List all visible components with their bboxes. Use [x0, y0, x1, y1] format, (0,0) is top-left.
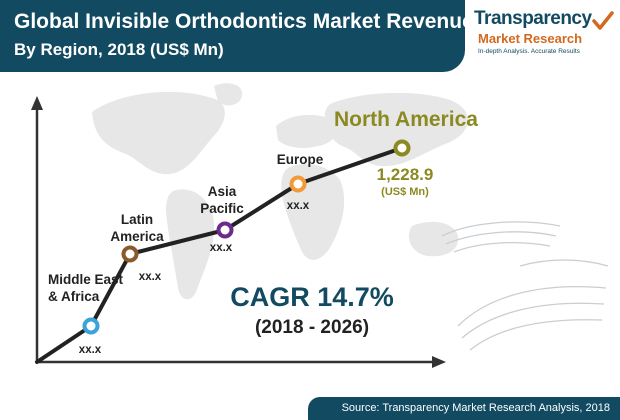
logo-name-line1: Transparency	[474, 8, 592, 29]
y-axis-arrowhead	[31, 96, 43, 110]
value-unit-north-america: (US$ Mn)	[381, 186, 429, 198]
value-middle-east-africa: xx.x	[78, 344, 102, 356]
value-europe: xx.x	[286, 200, 310, 212]
value-latin-america: xx.x	[138, 271, 162, 283]
source-footer: Source: Transparency Market Research Ana…	[308, 397, 620, 420]
series-markers	[82, 139, 411, 335]
x-axis-arrowhead	[432, 356, 446, 368]
value-north-america: 1,228.9	[376, 165, 434, 184]
label-latin-america: Latin America	[110, 212, 164, 244]
value-asia-pacific: xx.x	[209, 242, 233, 254]
marker-middle-east-africa	[82, 317, 100, 335]
chart-subtitle: By Region, 2018 (US$ Mn)	[14, 40, 224, 59]
marker-latin-america	[121, 245, 139, 263]
checkmark-icon	[592, 11, 614, 30]
series-line	[35, 146, 404, 364]
chart-axes	[31, 96, 446, 368]
label-middle-east-africa: Middle East & Africa	[48, 272, 124, 304]
aligner-illustration	[441, 221, 609, 351]
label-north-america: North America	[334, 108, 478, 131]
marker-asia-pacific	[216, 221, 234, 239]
marker-europe	[289, 175, 307, 193]
label-asia-pacific: Asia Pacific	[200, 184, 244, 216]
company-logo: Transparency Market Research In-depth An…	[474, 8, 616, 66]
logo-name-line2: Market Research	[478, 31, 583, 46]
cagr-period-annotation: (2018 - 2026)	[254, 317, 370, 338]
source-text: Source: Transparency Market Research Ana…	[341, 402, 610, 414]
label-europe: Europe	[276, 152, 324, 167]
chart-title: Global Invisible Orthodontics Market Rev…	[14, 10, 474, 33]
logo-tagline: In-depth Analysis. Accurate Results	[478, 48, 580, 55]
title-banner: Global Invisible Orthodontics Market Rev…	[0, 0, 474, 72]
marker-north-america	[393, 139, 411, 157]
cagr-annotation: CAGR 14.7%	[230, 282, 394, 312]
